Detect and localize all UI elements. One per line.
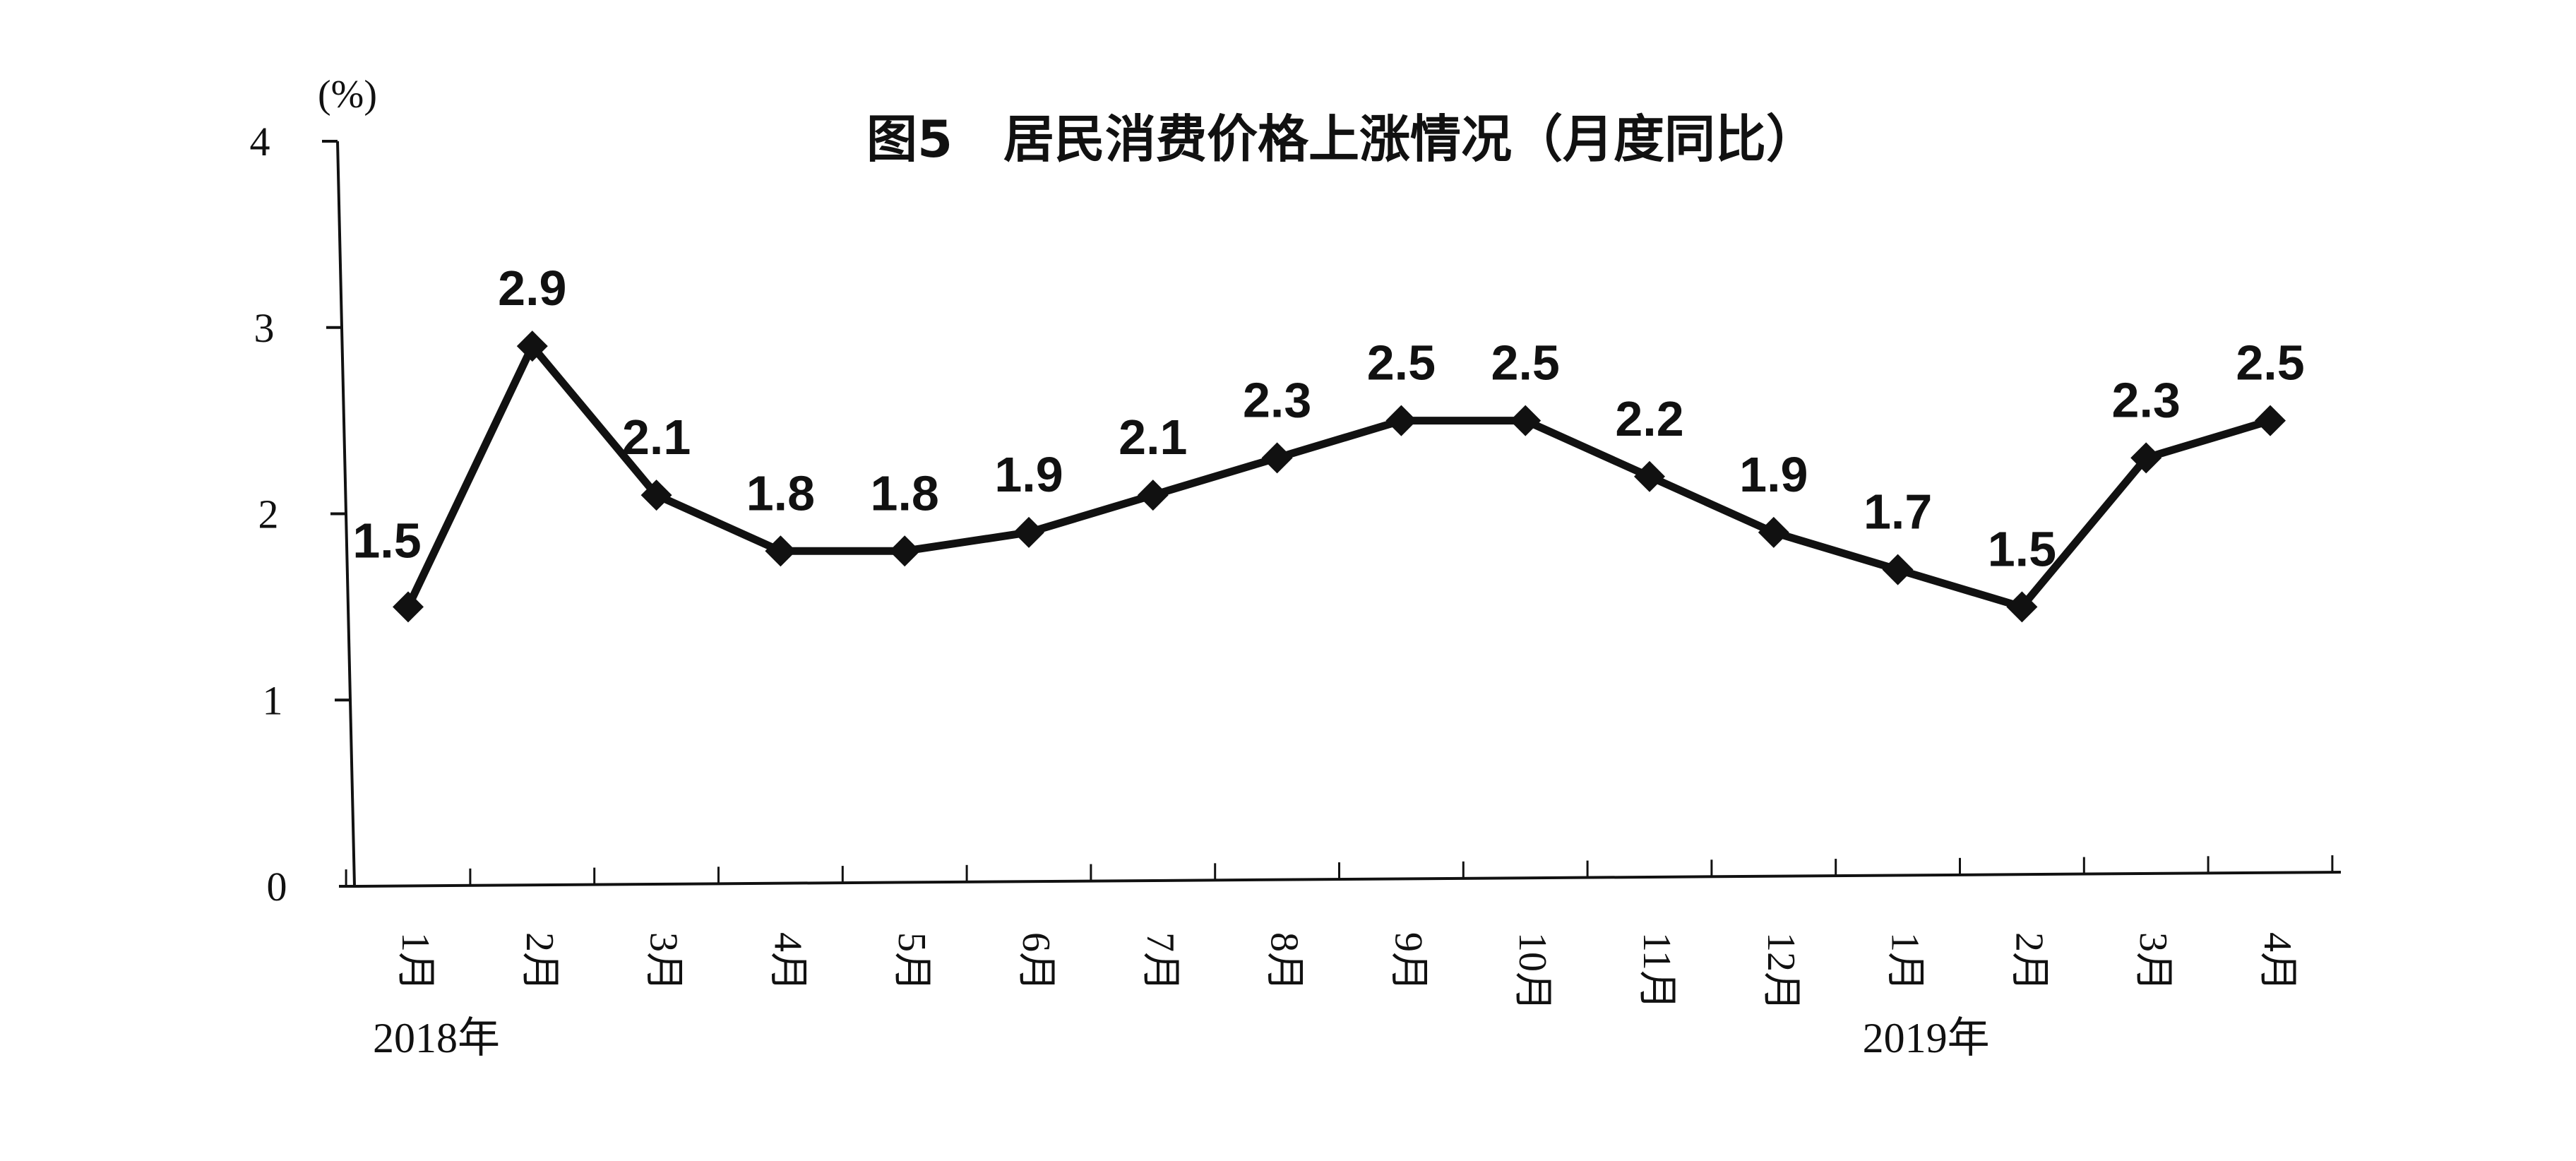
series-line-group — [405, 339, 2272, 612]
data-point-marker — [2006, 591, 2038, 623]
y-tick-label: 4 — [250, 119, 270, 165]
category-label: 1月 — [1883, 932, 1927, 992]
data-label: 1.8 — [871, 465, 939, 520]
data-point-marker — [1634, 460, 1665, 492]
y-tick-label: 3 — [254, 305, 275, 351]
data-label: 2.5 — [2236, 335, 2304, 391]
data-point-marker — [393, 591, 424, 623]
data-point-marker — [1882, 554, 1914, 585]
category-label: 5月 — [890, 932, 934, 992]
data-point-marker — [2255, 405, 2286, 436]
y-axis-ticks: 0 1 2 3 4 — [250, 119, 354, 910]
category-label: 6月 — [1014, 932, 1058, 992]
data-label: 2.5 — [1491, 335, 1560, 391]
category-label: 3月 — [642, 932, 686, 992]
category-label: 11月 — [1635, 932, 1678, 1010]
category-label: 12月 — [1759, 932, 1803, 1011]
data-label: 2.3 — [2112, 372, 2181, 427]
x-axis-line — [354, 871, 2342, 888]
data-label: 2.1 — [1119, 410, 1187, 465]
axes — [336, 141, 2342, 888]
category-label: 2月 — [518, 932, 561, 992]
data-label: 2.3 — [1243, 372, 1311, 427]
year-label: 2019年 — [1863, 1015, 1990, 1061]
data-labels: 1.5 2.9 2.1 1.8 1.8 1.9 2.1 2.3 2.5 2.5 2.2 1.9 1.7 1… — [352, 261, 2304, 576]
data-markers — [393, 331, 2286, 623]
y-tick-label: 1 — [263, 677, 283, 723]
data-point-marker — [1013, 516, 1044, 548]
data-label: 1.9 — [1739, 447, 1808, 502]
data-point-marker — [765, 535, 797, 567]
data-label: 2.1 — [622, 410, 691, 465]
category-label: 2月 — [2007, 932, 2051, 992]
series-line — [405, 339, 2272, 612]
data-label: 2.2 — [1615, 391, 1683, 446]
data-point-marker — [640, 480, 672, 511]
category-label: 4月 — [2255, 932, 2299, 992]
data-label: 2.5 — [1367, 335, 1436, 391]
data-point-marker — [889, 535, 921, 567]
data-label: 1.7 — [1864, 484, 1932, 540]
x-axis-ticks — [345, 855, 2334, 887]
year-label: 2018年 — [373, 1015, 500, 1061]
data-point-marker — [1137, 480, 1169, 511]
data-label: 2.9 — [498, 261, 566, 316]
category-label: 10月 — [1510, 932, 1554, 1011]
data-point-marker — [516, 331, 548, 362]
category-label: 4月 — [765, 932, 809, 992]
y-tick-label: 0 — [267, 864, 287, 910]
data-point-marker — [1758, 516, 1789, 548]
data-label: 1.5 — [352, 513, 421, 568]
category-label: 8月 — [1263, 932, 1306, 992]
y-tick-label: 2 — [258, 492, 279, 537]
category-label: 3月 — [2131, 932, 2175, 992]
year-labels: 2018年 2019年 — [373, 1015, 1990, 1061]
data-label: 1.8 — [746, 465, 815, 520]
category-labels: 1月 2月 3月 4月 5月 6月 7月 8月 9月 10月 11月 12月 1月 2月 3月 4月 — [393, 932, 2299, 1011]
data-label: 1.9 — [994, 447, 1063, 502]
category-label: 1月 — [393, 932, 437, 992]
category-label: 7月 — [1138, 932, 1182, 992]
data-point-marker — [1385, 405, 1417, 436]
category-label: 9月 — [1386, 932, 1430, 992]
data-point-marker — [1261, 442, 1293, 474]
data-label: 1.5 — [1988, 521, 2056, 576]
data-point-marker — [1510, 405, 1542, 436]
chart-title: 图5 居民消费价格上涨情况（月度同比） — [866, 109, 1817, 169]
data-point-marker — [2130, 442, 2162, 474]
y-axis-unit: (%) — [318, 73, 377, 117]
